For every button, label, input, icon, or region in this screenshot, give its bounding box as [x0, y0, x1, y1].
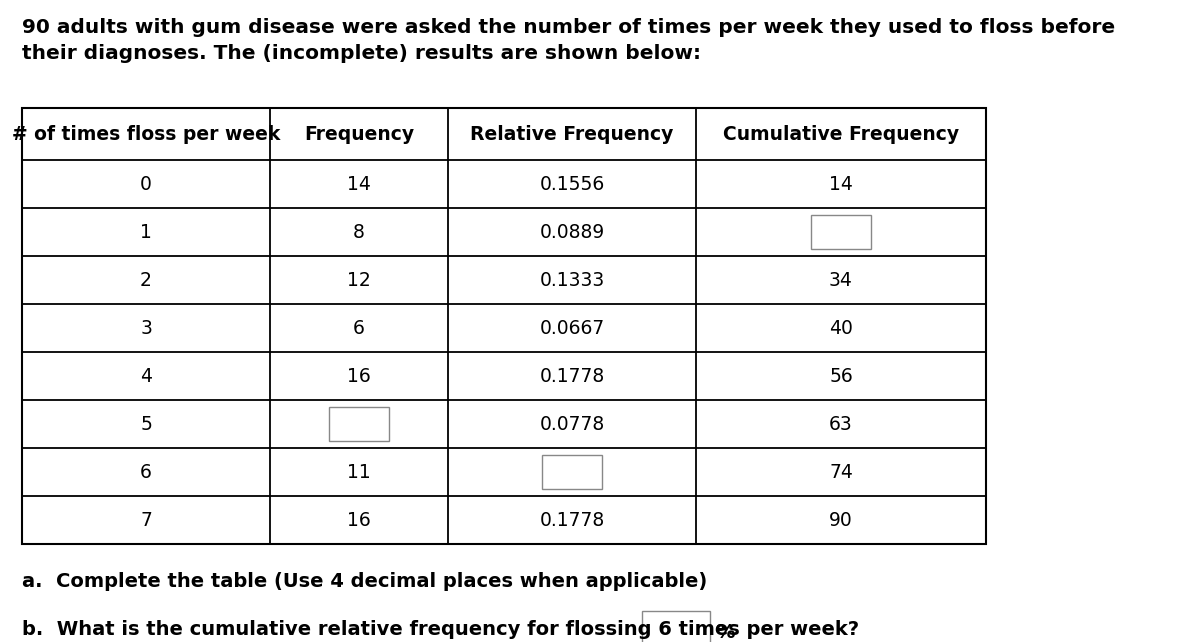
- Text: 34: 34: [829, 270, 853, 290]
- Text: %: %: [715, 623, 736, 641]
- Text: Relative Frequency: Relative Frequency: [470, 125, 673, 144]
- Text: 11: 11: [347, 462, 371, 482]
- Text: 6: 6: [140, 462, 152, 482]
- Text: Frequency: Frequency: [304, 125, 414, 144]
- Text: 16: 16: [347, 367, 371, 385]
- Bar: [811, 215, 871, 249]
- Text: 3: 3: [140, 318, 152, 338]
- Text: 12: 12: [347, 270, 371, 290]
- Bar: [542, 455, 602, 489]
- Text: Cumulative Frequency: Cumulative Frequency: [722, 125, 959, 144]
- Text: 90 adults with gum disease were asked the number of times per week they used to : 90 adults with gum disease were asked th…: [22, 18, 1115, 37]
- Text: 0.0889: 0.0889: [539, 223, 605, 241]
- Bar: [22, 108, 986, 544]
- Text: 0.1333: 0.1333: [539, 270, 605, 290]
- Text: 14: 14: [829, 175, 853, 193]
- Text: 4: 4: [140, 367, 152, 385]
- Text: 0.1778: 0.1778: [539, 510, 605, 530]
- Text: 6: 6: [353, 318, 365, 338]
- Text: 8: 8: [353, 223, 365, 241]
- Bar: [642, 611, 709, 642]
- Text: 14: 14: [347, 175, 371, 193]
- Bar: [329, 407, 389, 441]
- Text: 0.1556: 0.1556: [539, 175, 605, 193]
- Text: their diagnoses. The (incomplete) results are shown below:: their diagnoses. The (incomplete) result…: [22, 44, 701, 63]
- Text: b.  What is the cumulative relative frequency for flossing 6 times per week?: b. What is the cumulative relative frequ…: [22, 620, 859, 639]
- Text: a.  Complete the table (Use 4 decimal places when applicable): a. Complete the table (Use 4 decimal pla…: [22, 572, 707, 591]
- Text: 16: 16: [347, 510, 371, 530]
- Text: 56: 56: [829, 367, 853, 385]
- Text: # of times floss per week: # of times floss per week: [12, 125, 280, 144]
- Text: 90: 90: [829, 510, 853, 530]
- Text: 74: 74: [829, 462, 853, 482]
- Text: 40: 40: [829, 318, 853, 338]
- Text: 63: 63: [829, 415, 853, 433]
- Text: 0.0667: 0.0667: [539, 318, 605, 338]
- Text: 7: 7: [140, 510, 152, 530]
- Text: 0.0778: 0.0778: [539, 415, 605, 433]
- Text: 2: 2: [140, 270, 152, 290]
- Text: 0.1778: 0.1778: [539, 367, 605, 385]
- Text: 1: 1: [140, 223, 152, 241]
- Text: 0: 0: [140, 175, 152, 193]
- Text: 5: 5: [140, 415, 152, 433]
